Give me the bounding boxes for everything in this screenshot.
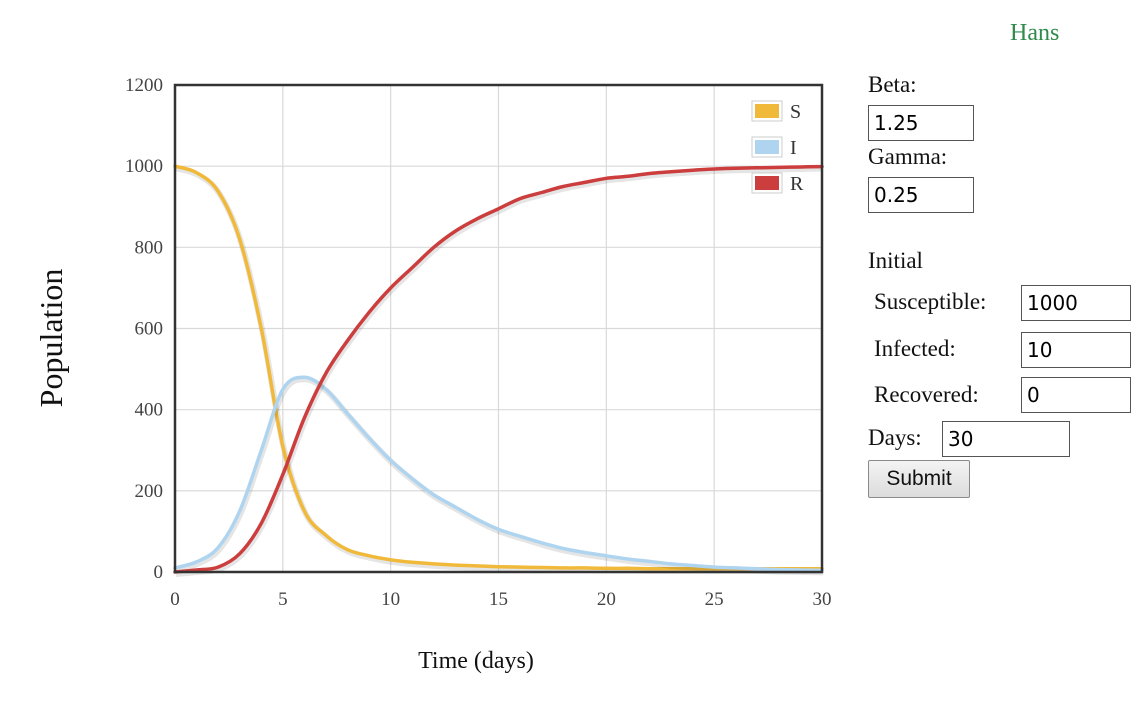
- infected-input[interactable]: [1021, 332, 1131, 368]
- x-tick-label: 15: [489, 589, 508, 610]
- y-axis-title: Population: [33, 269, 69, 408]
- legend-swatch-i: [755, 140, 779, 154]
- legend-label-i: I: [790, 137, 797, 159]
- series-line-r: [173, 164, 824, 574]
- x-tick-label: 20: [597, 589, 616, 610]
- y-tick-label: 600: [135, 319, 164, 340]
- susceptible-label: Susceptible:: [874, 289, 987, 314]
- recovered-input[interactable]: [1021, 377, 1131, 413]
- beta-label: Beta:: [868, 72, 917, 97]
- initial-heading: Initial: [868, 248, 923, 273]
- susceptible-input[interactable]: [1021, 285, 1131, 321]
- legend-label-s: S: [790, 101, 801, 123]
- chart-legend: SIR: [751, 100, 804, 195]
- y-tick-label: 400: [135, 400, 164, 421]
- y-tick-label: 200: [135, 481, 164, 502]
- legend-swatch-r: [755, 176, 779, 190]
- series-shadow-r: [175, 165, 824, 577]
- chart-svg: 0 200 400 600 800 1000 1200 0 5 10 15 20 25 30 SIR Ti…: [33, 75, 832, 674]
- recovered-label: Recovered:: [874, 382, 979, 407]
- series-line-i: [173, 375, 824, 573]
- x-tick-label: 10: [381, 589, 400, 610]
- legend-swatch-s: [755, 104, 779, 118]
- y-tick-label: 0: [154, 562, 164, 583]
- gamma-label: Gamma:: [868, 144, 948, 169]
- user-name-link[interactable]: Hans: [1010, 20, 1060, 46]
- x-tick-label: 25: [705, 589, 724, 610]
- submit-button[interactable]: Submit: [868, 460, 970, 498]
- x-tick-label: 5: [278, 589, 288, 610]
- days-label: Days:: [868, 425, 922, 450]
- gamma-input[interactable]: [868, 177, 974, 213]
- chart-series: [173, 164, 824, 577]
- days-input[interactable]: [942, 421, 1070, 457]
- x-tick-label: 30: [813, 589, 832, 610]
- series-shadow-s: [175, 165, 823, 574]
- plot-frame: [173, 83, 824, 574]
- x-tick-label: 0: [170, 589, 180, 610]
- y-tick-label: 800: [135, 237, 164, 258]
- chart-ticks: 0 200 400 600 800 1000 1200 0 5 10 15 20 25 30: [125, 75, 832, 610]
- infected-label: Infected:: [874, 336, 956, 361]
- x-axis-title: Time (days): [418, 648, 534, 674]
- y-tick-label: 1000: [125, 156, 163, 177]
- legend-label-r: R: [790, 173, 804, 195]
- y-tick-label: 1200: [125, 75, 163, 96]
- beta-input[interactable]: [868, 105, 974, 141]
